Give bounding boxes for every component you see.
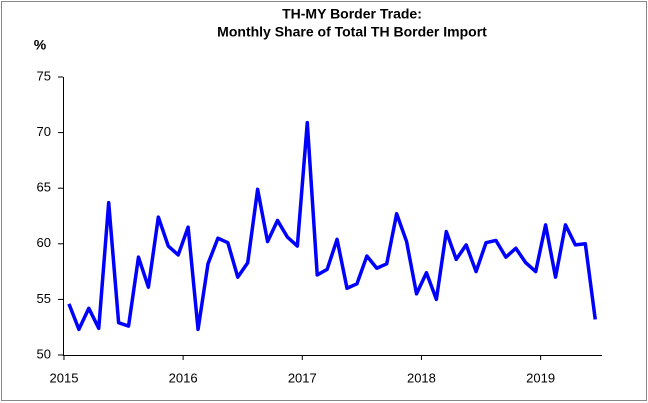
x-tick-label: 2017: [288, 370, 317, 385]
chart-subtitle: Monthly Share of Total TH Border Import: [217, 24, 487, 40]
x-tick-label: 2015: [50, 370, 79, 385]
x-tick-label: 2018: [407, 370, 436, 385]
x-tick-label: 2016: [169, 370, 198, 385]
y-tick-label: 50: [37, 346, 51, 361]
x-tick-label: 2019: [526, 370, 555, 385]
y-tick-label: 55: [37, 291, 51, 306]
y-tick-label: 70: [37, 124, 51, 139]
y-axis-label: %: [34, 37, 47, 53]
data-line: [67, 120, 597, 332]
chart-title: TH-MY Border Trade:: [282, 6, 422, 22]
y-tick-label: 65: [37, 180, 51, 195]
y-tick-label: 75: [37, 68, 51, 83]
y-tick-label: 60: [37, 235, 51, 250]
